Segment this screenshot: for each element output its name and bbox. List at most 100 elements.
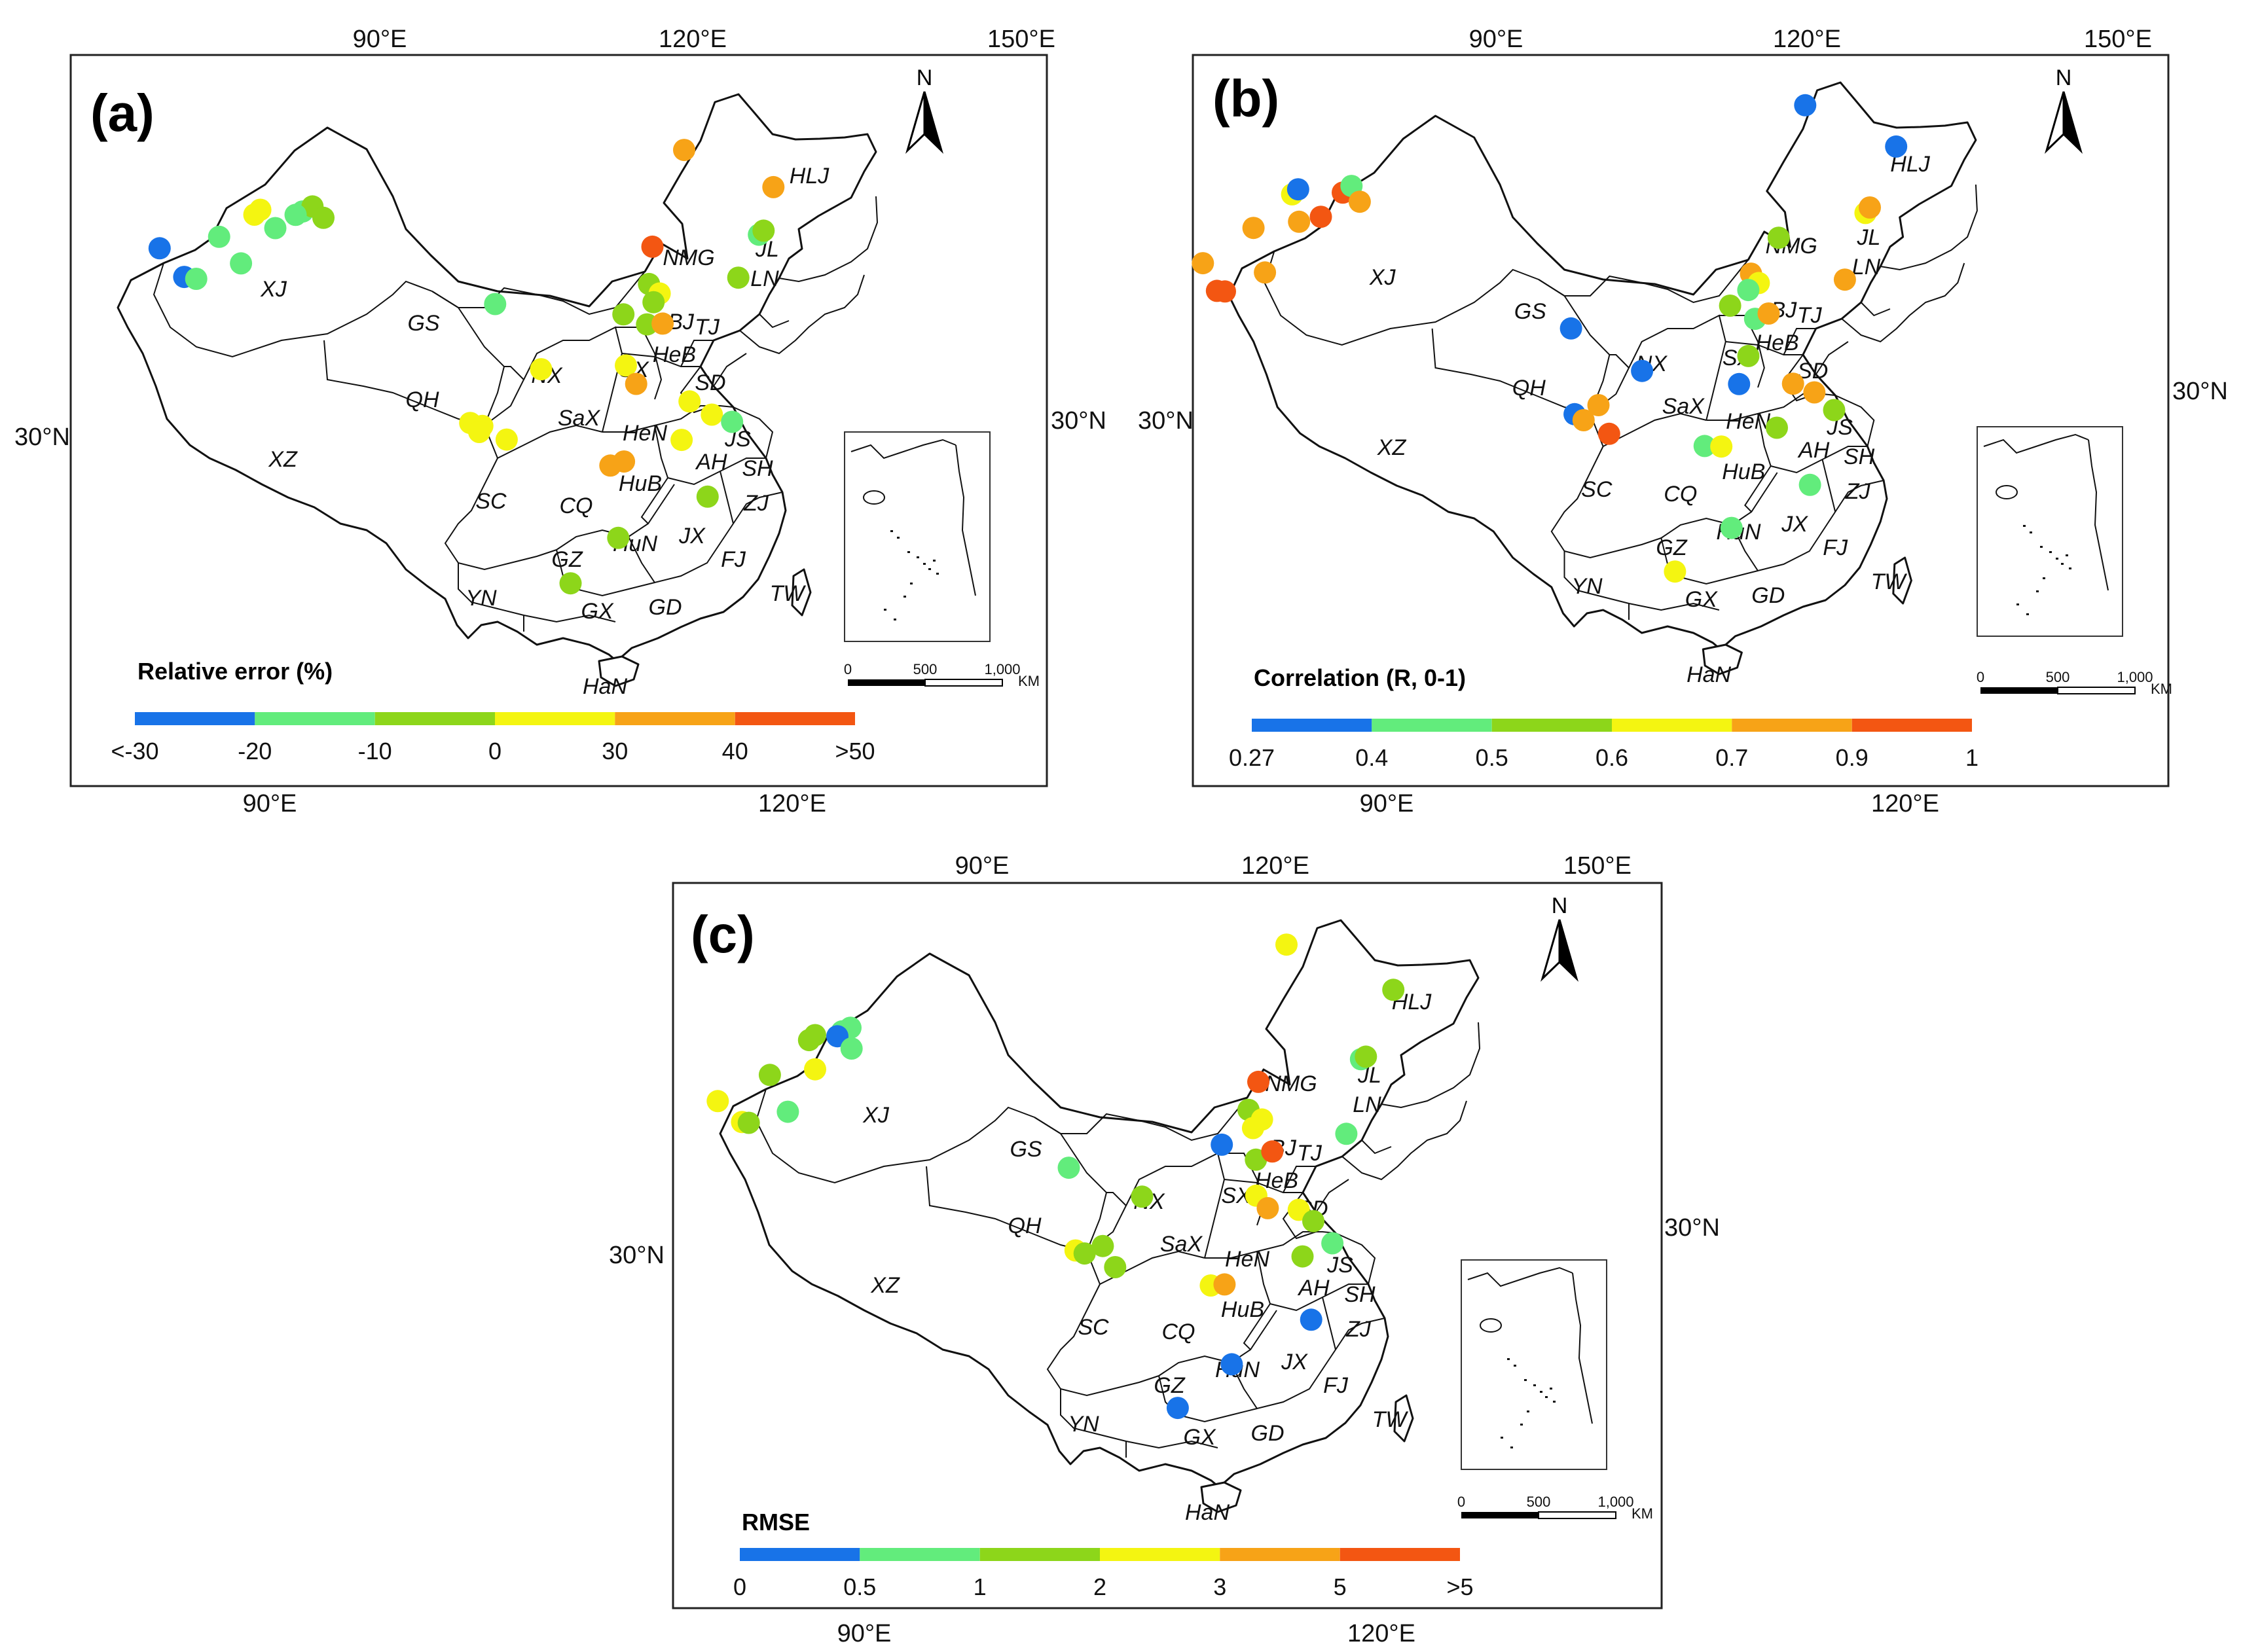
panel-b-station-marker xyxy=(1823,399,1846,422)
panel-b-province-border xyxy=(1660,537,1759,585)
panel-b-station-marker xyxy=(1214,280,1236,303)
panel-b-station-marker xyxy=(1664,560,1687,583)
panel-c-top-tick-90e: 90°E xyxy=(955,852,1010,880)
panel-a-legend-swatch xyxy=(135,712,255,725)
panel-c-top-tick-150e: 150°E xyxy=(1563,852,1632,880)
panel-a-province-label: GD xyxy=(649,595,682,620)
panel-b-province-label: QH xyxy=(1512,376,1546,401)
panel-a-province-label: AH xyxy=(695,450,727,475)
panel-b-legend-tick: 0.27 xyxy=(1229,744,1275,771)
panel-b-top-tick-90e: 90°E xyxy=(1469,26,1523,53)
panel-c-province-border xyxy=(1243,1303,1271,1350)
panel-a-scale-label: KM xyxy=(1018,673,1040,689)
panel-a-bottom-tick-120e: 120°E xyxy=(758,790,826,817)
panel-a-province-border xyxy=(458,563,616,623)
panel-a-province-label: SC xyxy=(475,489,507,514)
panel-c-map: XJGSNXQHXZNMGHLJJLLNBJTJHeBSXSDSaXHeNJSA… xyxy=(706,893,1653,1600)
panel-a-station-marker xyxy=(752,219,775,242)
panel-c-station-marker xyxy=(1166,1397,1189,1420)
panel-b-province-border xyxy=(1550,446,1662,559)
panel-a-province-label: ZJ xyxy=(743,491,769,516)
panel-a-station-marker xyxy=(230,252,253,275)
panel-c-province-border xyxy=(1034,1097,1248,1141)
panel-b-legend-swatch xyxy=(1252,719,1372,732)
panel-b-station-marker xyxy=(1798,473,1821,496)
panel-a-station-marker xyxy=(612,303,635,326)
panel-c-station-marker xyxy=(1241,1117,1264,1140)
panel-c-province-label: GZ xyxy=(1154,1373,1185,1398)
panel-a-scale-label: 500 xyxy=(913,661,938,677)
panel-a-station-marker xyxy=(284,204,307,226)
panel-a-legend-swatch xyxy=(374,712,495,725)
panel-a-province-border xyxy=(739,274,865,355)
panel-a-station-marker xyxy=(678,390,701,413)
panel-a: 90°E 120°E 150°E 90°E 120°E 30°N 30°N (a… xyxy=(14,26,1106,817)
panel-c-station-marker xyxy=(1382,979,1405,1001)
panel-c-station-marker xyxy=(1211,1133,1233,1156)
panel-a-station-marker xyxy=(721,410,744,433)
panel-c-station-marker xyxy=(1335,1122,1358,1145)
panel-b-legend-tick: 0.5 xyxy=(1476,744,1508,771)
panel-c-legend-tick: 2 xyxy=(1093,1573,1106,1600)
panel-a-province-label: HLJ xyxy=(790,164,830,189)
panel-c-hainan-outline xyxy=(1200,1481,1242,1513)
panel-b-station-marker xyxy=(1710,435,1733,458)
panel-a-station-marker xyxy=(727,266,750,289)
panel-c-legend-swatch xyxy=(1220,1548,1340,1561)
panel-b-station-marker xyxy=(1192,252,1214,275)
panel-a-province-border xyxy=(713,353,747,387)
panel-c-station-marker xyxy=(776,1100,799,1123)
panel-c-province-border xyxy=(755,1088,1035,1184)
panel-c-province-label: TW xyxy=(1372,1407,1409,1432)
panel-b-province-label: JL xyxy=(1856,225,1880,250)
panel-c-station-marker xyxy=(1256,1196,1279,1219)
panel-a-province-label: QH xyxy=(406,387,439,412)
panel-b-province-border xyxy=(1757,413,1868,474)
panel-a-station-marker xyxy=(642,291,665,314)
panel-c-province-label: YN xyxy=(1068,1412,1099,1437)
panel-b-lat-left: 30°N xyxy=(1138,407,1194,435)
panel-c-province-label: HuB xyxy=(1221,1297,1264,1322)
panel-c-station-marker xyxy=(1247,1070,1269,1093)
panel-c-frame xyxy=(672,882,1663,1609)
panel-c-province-border xyxy=(1283,1166,1316,1193)
panel-b-station-marker xyxy=(1859,196,1881,219)
panel-c-province-border xyxy=(1256,1251,1368,1312)
panel-b-province-border xyxy=(1731,480,1884,572)
panel-a-province-border xyxy=(615,327,663,400)
panel-c-province-border xyxy=(1086,1250,1205,1285)
panel-b-bottom-tick-120e: 120°E xyxy=(1871,790,1939,817)
panel-b-province-border xyxy=(1815,341,1849,375)
panel-b-province-border xyxy=(1821,459,1836,512)
panel-a-province-label: LN xyxy=(750,266,779,291)
panel-c-province-border xyxy=(1315,1179,1349,1213)
panel-c-province-label: GD xyxy=(1251,1421,1285,1446)
panel-b-station-marker xyxy=(1286,178,1309,201)
panel-c-province-border xyxy=(1322,1297,1336,1350)
panel-a-station-marker xyxy=(468,421,490,443)
panel-a-station-marker xyxy=(673,139,695,162)
panel-c-inset-map xyxy=(1461,1259,1607,1470)
panel-b-station-marker xyxy=(1737,279,1760,302)
panel-c-station-marker xyxy=(1213,1273,1236,1296)
panel-b-taiwan-outline xyxy=(1892,556,1912,605)
panel-b-scale-label: 1,000 xyxy=(2117,669,2153,685)
panel-a-province-border xyxy=(628,492,783,584)
panel-a-station-marker xyxy=(530,358,553,381)
panel-b-legend-swatch xyxy=(1372,719,1492,732)
panel-b-station-marker xyxy=(1288,210,1311,233)
panel-a-province-label: SaX xyxy=(558,406,601,431)
panel-c-legend-tick: 0.5 xyxy=(843,1573,876,1600)
panel-c-province-label: GX xyxy=(1183,1425,1216,1450)
panel-b-province-border xyxy=(1841,262,1965,343)
panel-a-legend-tick: 0 xyxy=(488,738,501,764)
panel-a-province-label: HuB xyxy=(619,471,662,496)
panel-a-top-tick-150e: 150°E xyxy=(987,26,1055,53)
panel-b-station-marker xyxy=(1767,226,1790,249)
panel-c-province-label: FJ xyxy=(1323,1373,1349,1398)
panel-c-province-border xyxy=(1335,1232,1376,1285)
panel-b-station-marker xyxy=(1833,268,1856,291)
panel-b-station-marker xyxy=(1348,190,1371,213)
panel-a-legend-swatch xyxy=(255,712,375,725)
